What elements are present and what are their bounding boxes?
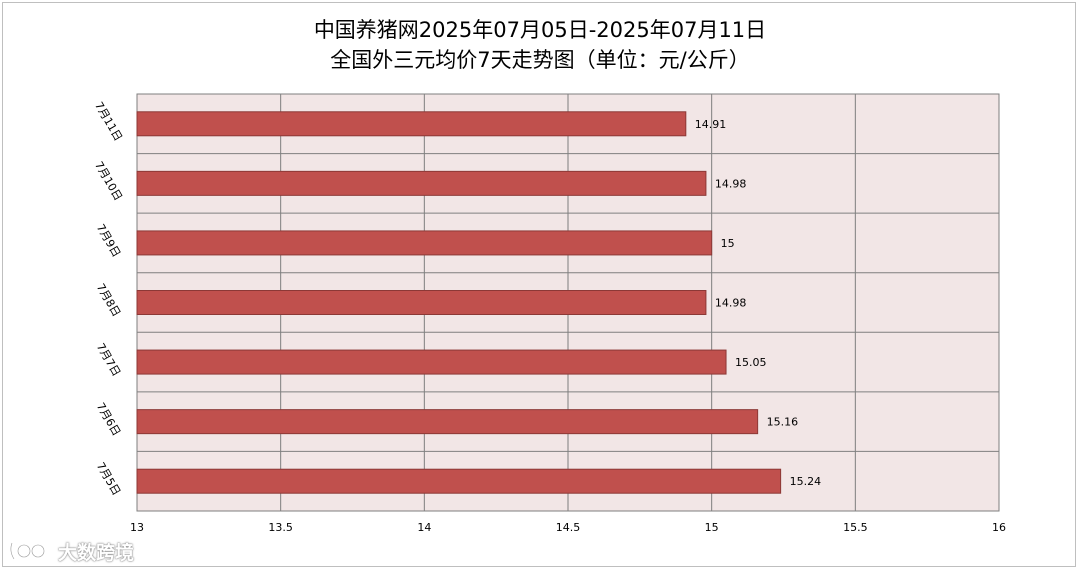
data-label: 15.16 [767, 416, 799, 429]
data-label: 14.98 [715, 177, 747, 190]
x-tick-label: 13.5 [268, 521, 293, 534]
chart-title: 中国养猪网2025年07月05日-2025年07月11日 [313, 18, 767, 42]
bar [136, 409, 759, 435]
x-tick-label: 14.5 [556, 521, 581, 534]
watermark: 大数跨境 [8, 537, 134, 565]
bar [136, 349, 727, 375]
bar [136, 230, 713, 256]
bar [136, 111, 687, 137]
x-tick-label: 16 [992, 521, 1006, 534]
category-label: 7月6日 [94, 401, 123, 439]
x-tick-label: 14 [417, 521, 431, 534]
bar [136, 290, 707, 315]
data-label: 15.05 [735, 356, 767, 369]
x-tick-label: 15.5 [843, 521, 868, 534]
data-label: 15.24 [790, 475, 822, 488]
bar [136, 468, 782, 494]
bar [136, 170, 707, 196]
watermark-text: 大数跨境 [58, 541, 135, 564]
data-label: 15 [721, 237, 735, 250]
x-tick-label: 15 [705, 521, 719, 534]
category-label: 7月11日 [92, 100, 125, 144]
x-tick-label: 13 [130, 521, 144, 534]
category-label: 7月7日 [94, 341, 123, 379]
category-label: 7月5日 [94, 460, 123, 498]
data-label: 14.98 [715, 297, 747, 310]
chart-subtitle: 全国外三元均价7天走势图（单位：元/公斤） [330, 48, 750, 72]
category-label: 7月10日 [92, 159, 125, 203]
category-label: 7月8日 [94, 281, 123, 319]
brand-logo-icon [9, 542, 51, 560]
data-label: 14.91 [695, 118, 727, 131]
category-label: 7月9日 [94, 222, 123, 260]
plot-area: 14.91 7月11日 14.98 7月10日 15 7月9日 14.98 7月8日 15.05… [92, 93, 1006, 534]
